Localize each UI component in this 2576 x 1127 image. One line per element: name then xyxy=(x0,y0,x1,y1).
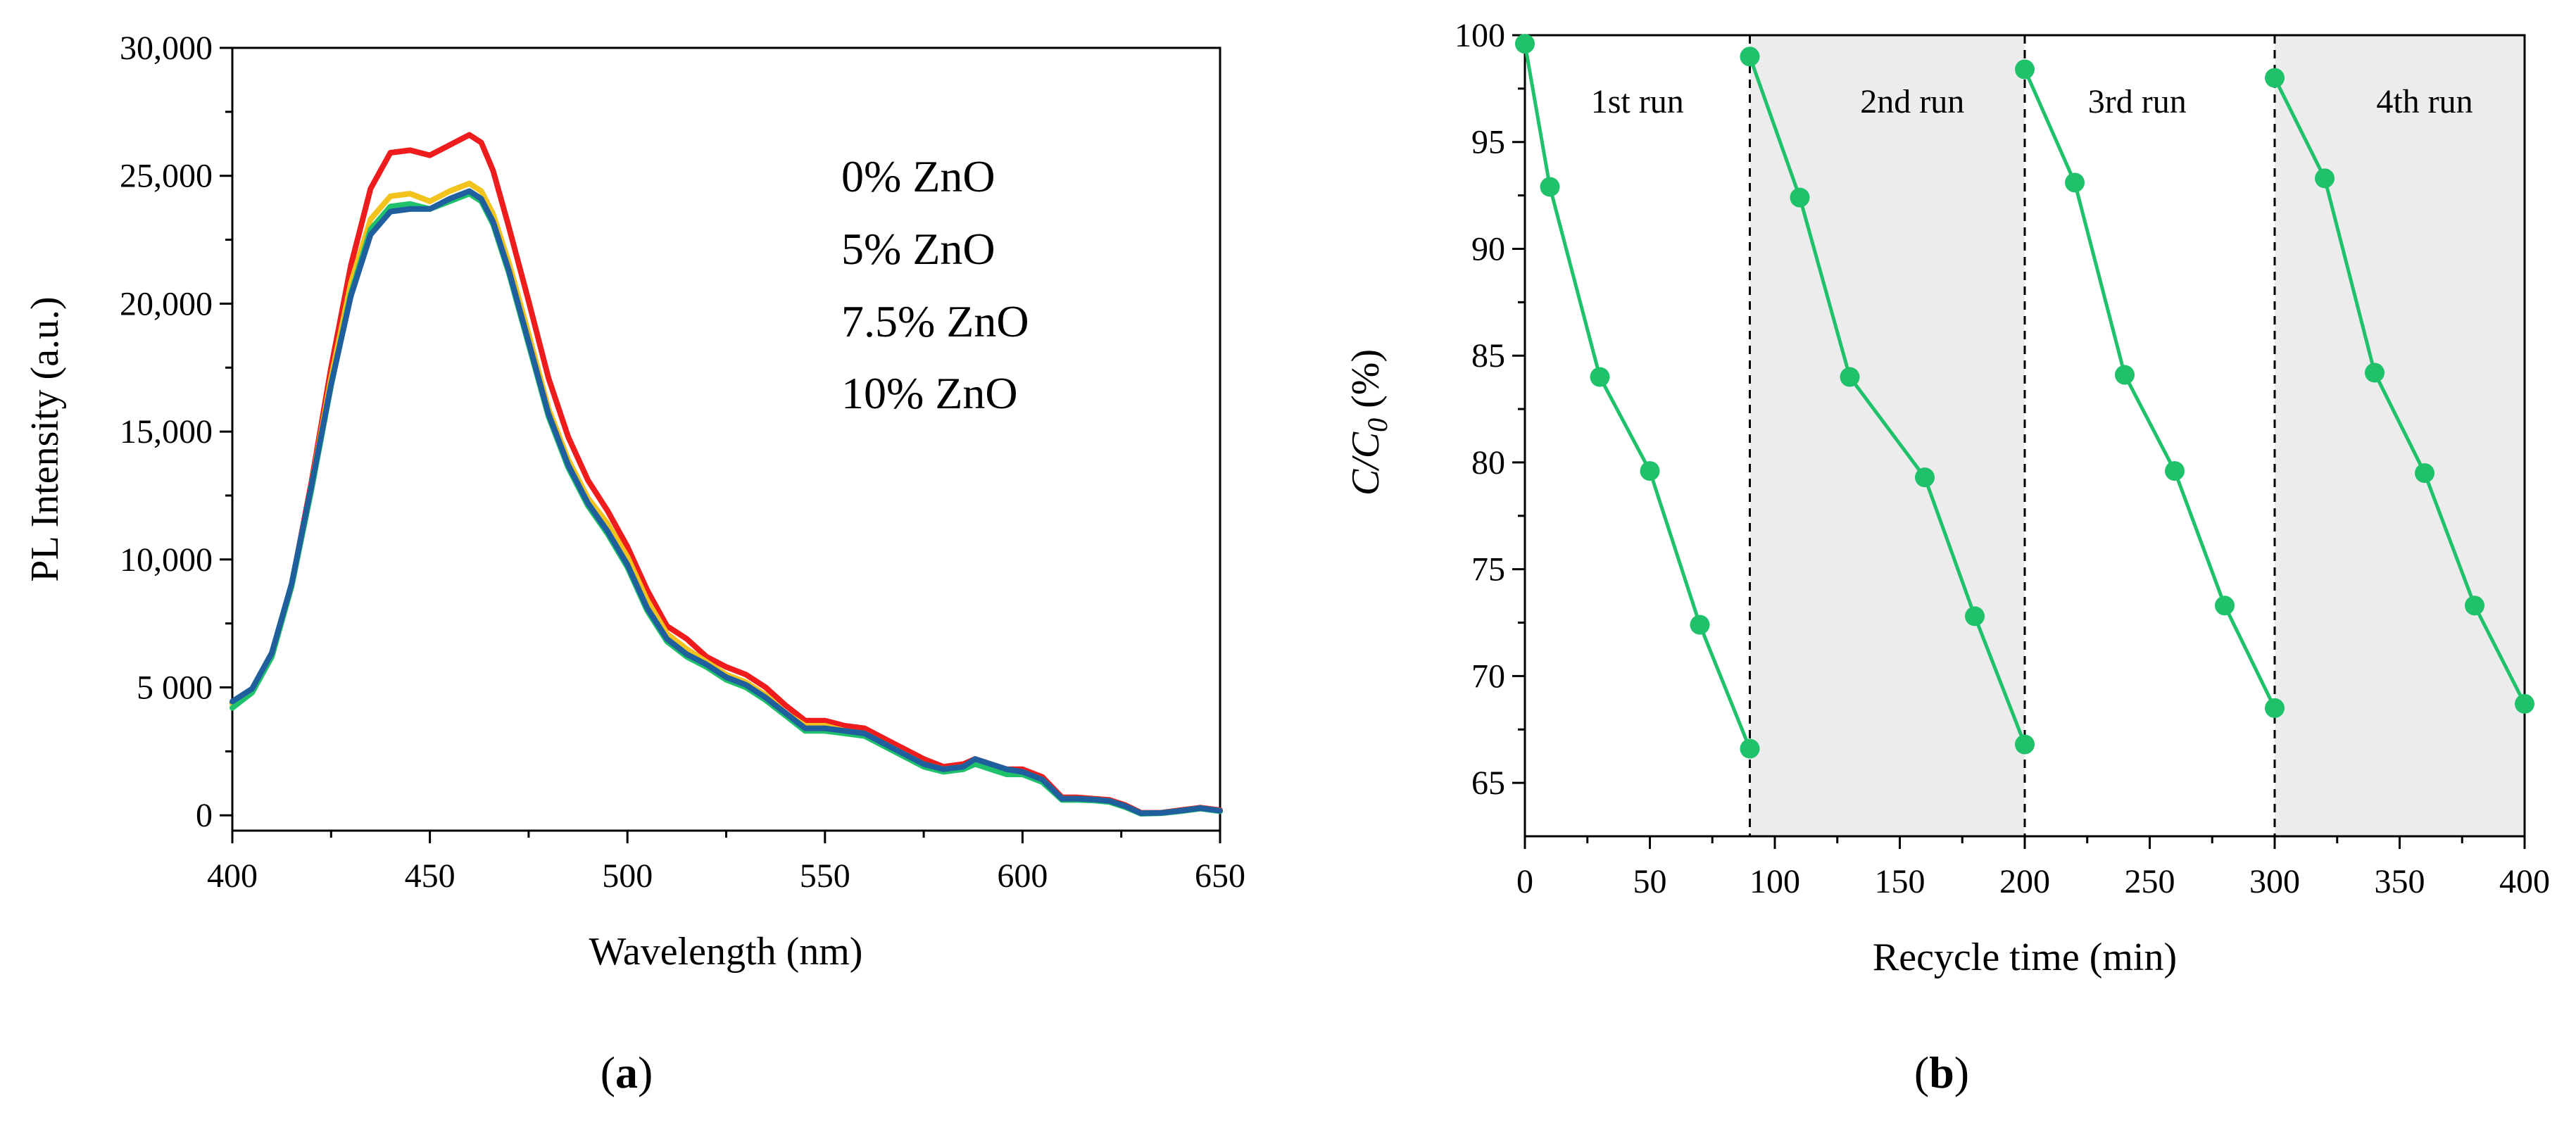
shaded-run-region xyxy=(1749,35,2025,836)
b-y-tick-label: 80 xyxy=(1471,444,1505,481)
b-x-tick-label: 50 xyxy=(1633,863,1667,900)
panel-b-label: (b) xyxy=(1914,1047,1969,1097)
run-3-point xyxy=(2015,59,2035,80)
run-1-point xyxy=(1515,34,1535,54)
a-x-tick-label: 500 xyxy=(602,857,653,895)
a-y-tick-label: 10,000 xyxy=(120,541,213,579)
run-4-point xyxy=(2515,693,2534,714)
run-4-point xyxy=(2265,68,2285,88)
panel-a-pl-spectra: 400 450 500 550 600 650 0 5 000 10,000 15,000 20,0… xyxy=(23,30,1245,1097)
b-x-tick-label: 200 xyxy=(1999,863,2050,900)
run-4-line xyxy=(2273,77,2527,705)
panel-b-axes: 0 50 100 150 200 250 300 350 400 65 70 75 80 85 90 95 10… xyxy=(1455,17,2550,900)
b-y-tick-label: 100 xyxy=(1455,17,1505,54)
run-2-point xyxy=(1965,606,1985,627)
a-x-tick-label: 400 xyxy=(207,857,258,895)
run-label: 1st run xyxy=(1591,83,1684,120)
run-3-point xyxy=(2165,461,2185,481)
panel-b-recycle-test: 0 50 100 150 200 250 300 350 400 65 70 75 80 85 90 95 10… xyxy=(1344,17,2550,1097)
b-x-tick-label: 150 xyxy=(1875,863,1925,900)
b-x-tick-label: 100 xyxy=(1749,863,1800,900)
panel-b-shaded-regions xyxy=(1749,35,2525,836)
panel-a-series-lines xyxy=(230,132,1223,817)
run-label: 3rd run xyxy=(2088,83,2187,120)
a-y-tick-label: 15,000 xyxy=(120,413,213,451)
b-y-tick-label: 75 xyxy=(1471,551,1505,588)
run-4-point xyxy=(2365,363,2385,383)
a-y-tick-label: 30,000 xyxy=(120,30,213,67)
run-1-point xyxy=(1540,177,1560,197)
b-x-tick-label: 250 xyxy=(2125,863,2175,900)
a-x-tick-label: 650 xyxy=(1195,857,1245,895)
panel-b-run-labels: 1st run 2nd run 3rd run 4th run xyxy=(1591,83,2473,120)
a-x-tick-label: 600 xyxy=(997,857,1048,895)
shaded-run-region xyxy=(2275,35,2525,836)
a-y-tick-label: 0 xyxy=(196,797,213,834)
a-y-tick-label: 25,000 xyxy=(120,158,213,195)
run-1-point xyxy=(1640,461,1660,481)
b-x-tick-label: 350 xyxy=(2375,863,2425,900)
a-x-tick-label: 550 xyxy=(800,857,850,895)
panel-a-y-axis-label: PL Intensity (a.u.) xyxy=(23,296,67,581)
run-2-point xyxy=(1915,467,1935,488)
run-4-point xyxy=(2465,596,2484,616)
b-y-tick-label: 65 xyxy=(1471,764,1505,802)
panel-a-label: (a) xyxy=(601,1047,653,1097)
a-y-tick-label: 5 000 xyxy=(137,669,213,706)
run-1-line xyxy=(1523,43,1752,750)
a-x-tick-label: 450 xyxy=(405,857,455,895)
panel-b-y-axis-label: C/C0 (%) xyxy=(1344,349,1393,496)
series-line-1 xyxy=(230,180,1223,817)
run-2-point xyxy=(1740,46,1760,67)
legend-entry-7-5-zno: 7.5% ZnO xyxy=(841,296,1029,346)
run-3-point xyxy=(2215,596,2235,616)
run-4-point xyxy=(2415,463,2434,484)
run-1-point xyxy=(1740,738,1760,759)
panel-a-legend: 0% ZnO 5% ZnO 7.5% ZnO 10% ZnO xyxy=(841,151,1029,418)
panel-b-series xyxy=(1515,34,2534,759)
b-y-tick-label: 95 xyxy=(1471,124,1505,161)
series-line-2 xyxy=(230,191,1223,817)
series-line-3 xyxy=(230,188,1223,817)
run-2-line xyxy=(1748,56,2027,745)
run-2-point xyxy=(1840,367,1860,387)
legend-entry-0-zno: 0% ZnO xyxy=(841,151,995,201)
run-2-point xyxy=(1790,187,1810,208)
b-y-tick-label: 70 xyxy=(1471,657,1505,695)
b-y-tick-label: 90 xyxy=(1471,230,1505,267)
run-1-point xyxy=(1690,615,1710,635)
run-1-point xyxy=(1590,367,1610,387)
panel-a-axes: 400 450 500 550 600 650 0 5 000 10,000 15,000 20,0… xyxy=(120,30,1245,895)
run-4-point xyxy=(2315,168,2335,189)
b-y-tick-label: 85 xyxy=(1471,337,1505,374)
b-x-tick-label: 300 xyxy=(2249,863,2300,900)
panel-a-x-axis-label: Wavelength (nm) xyxy=(589,930,863,974)
run-label: 4th run xyxy=(2376,83,2473,120)
legend-entry-5-zno: 5% ZnO xyxy=(841,224,995,274)
legend-entry-10-zno: 10% ZnO xyxy=(841,368,1018,418)
panel-b-x-axis-label: Recycle time (min) xyxy=(1873,936,2177,979)
b-x-tick-label: 0 xyxy=(1516,863,1533,900)
run-label: 2nd run xyxy=(1860,83,1964,120)
b-x-tick-label: 400 xyxy=(2499,863,2550,900)
run-3-point xyxy=(2065,172,2085,193)
run-3-line xyxy=(2023,68,2277,709)
a-y-tick-label: 20,000 xyxy=(120,285,213,322)
run-2-point xyxy=(2015,734,2035,755)
run-3-point xyxy=(2115,365,2135,385)
series-line-0 xyxy=(230,132,1223,816)
run-3-point xyxy=(2265,698,2285,718)
